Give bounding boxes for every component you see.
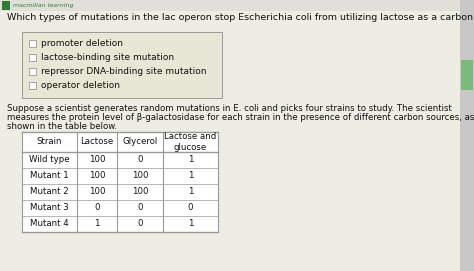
- Text: 1: 1: [188, 156, 193, 164]
- Bar: [22, 132, 218, 232]
- Text: measures the protein level of β-galactosidase for each strain in the presence of: measures the protein level of β-galactos…: [7, 113, 474, 122]
- Bar: [2, 1, 10, 10]
- Text: 0: 0: [137, 156, 143, 164]
- FancyBboxPatch shape: [29, 68, 36, 75]
- Text: repressor DNA-binding site mutation: repressor DNA-binding site mutation: [41, 67, 207, 76]
- Bar: [460, 0, 474, 271]
- Text: 0: 0: [94, 204, 100, 212]
- Text: 1: 1: [188, 172, 193, 180]
- Text: Suppose a scientist generates random mutations in E. coli and picks four strains: Suppose a scientist generates random mut…: [7, 104, 452, 113]
- Text: 0: 0: [188, 204, 193, 212]
- Text: Which types of mutations in the lac operon stop Escherichia coli from utilizing : Which types of mutations in the lac oper…: [7, 13, 474, 22]
- Text: Mutant 4: Mutant 4: [30, 220, 69, 228]
- Text: lactose-binding site mutation: lactose-binding site mutation: [41, 53, 174, 62]
- Text: 100: 100: [89, 188, 105, 196]
- Text: 100: 100: [89, 156, 105, 164]
- Text: 0: 0: [137, 204, 143, 212]
- Text: Wild type: Wild type: [29, 156, 70, 164]
- FancyBboxPatch shape: [29, 40, 36, 47]
- Text: Lactose: Lactose: [81, 137, 114, 147]
- Text: 0: 0: [137, 220, 143, 228]
- Text: 100: 100: [89, 172, 105, 180]
- Text: macmillan learning: macmillan learning: [13, 3, 73, 8]
- Text: Lactose and
glucose: Lactose and glucose: [164, 132, 217, 152]
- Bar: [0, 0, 460, 11]
- FancyBboxPatch shape: [29, 82, 36, 89]
- Text: 1: 1: [188, 188, 193, 196]
- Text: promoter deletion: promoter deletion: [41, 39, 123, 48]
- FancyBboxPatch shape: [22, 32, 222, 98]
- Text: Mutant 3: Mutant 3: [30, 204, 69, 212]
- Text: Glycerol: Glycerol: [122, 137, 158, 147]
- Text: 1: 1: [94, 220, 100, 228]
- Text: Strain: Strain: [37, 137, 62, 147]
- FancyBboxPatch shape: [29, 54, 36, 61]
- Text: Mutant 2: Mutant 2: [30, 188, 69, 196]
- Text: 100: 100: [132, 188, 148, 196]
- Bar: [461, 60, 473, 90]
- Text: operator deletion: operator deletion: [41, 81, 120, 90]
- Text: shown in the table below.: shown in the table below.: [7, 122, 117, 131]
- Text: 100: 100: [132, 172, 148, 180]
- Text: Mutant 1: Mutant 1: [30, 172, 69, 180]
- Text: 1: 1: [188, 220, 193, 228]
